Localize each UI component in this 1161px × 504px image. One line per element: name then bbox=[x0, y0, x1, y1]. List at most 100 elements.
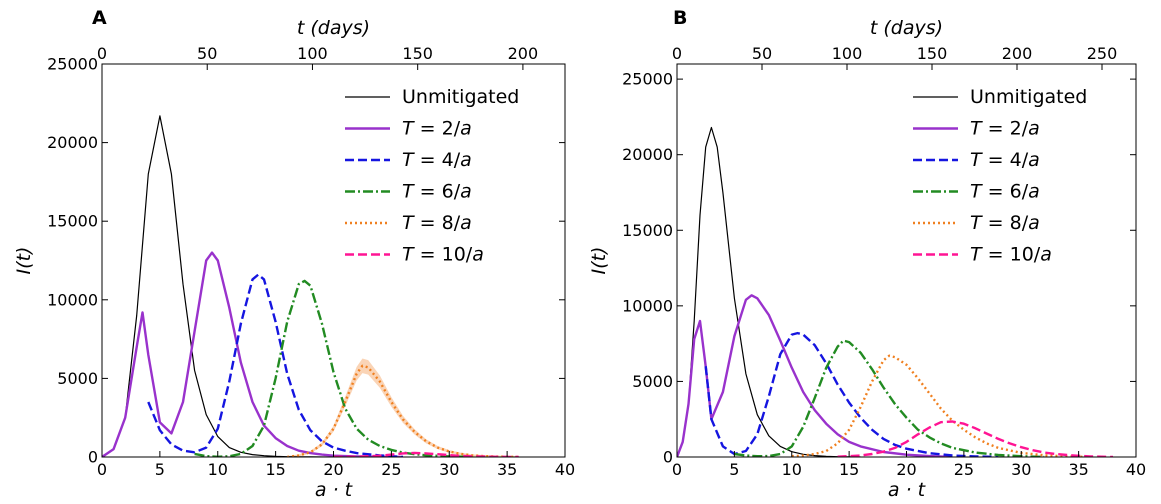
legend-eq: = 4/ bbox=[414, 149, 461, 171]
legend-var: T bbox=[970, 244, 983, 266]
y-axis-label: I(t) bbox=[13, 247, 35, 275]
legend-var: T bbox=[402, 149, 415, 171]
x-tick-label: 0 bbox=[97, 460, 107, 479]
top-x-tick-label: 200 bbox=[508, 44, 539, 63]
legend-var: T bbox=[402, 244, 415, 266]
legend-var: T bbox=[402, 181, 415, 203]
series-line bbox=[704, 331, 999, 457]
y-tick-label: 20000 bbox=[47, 133, 98, 152]
y-tick-label: 20000 bbox=[622, 145, 673, 164]
legend-entry: T = 8/a bbox=[402, 212, 472, 234]
legend-var: a bbox=[460, 181, 472, 203]
legend-var: T bbox=[402, 118, 415, 140]
top-x-tick-label: 50 bbox=[752, 44, 772, 63]
legend-eq: = 8/ bbox=[982, 212, 1029, 234]
y-tick-label: 0 bbox=[88, 448, 98, 467]
top-x-tick-label: 100 bbox=[832, 44, 863, 63]
top-x-axis-label: t (days) bbox=[870, 17, 943, 39]
legend-var: a bbox=[1040, 244, 1052, 266]
legend-entry: T = 6/a bbox=[970, 181, 1040, 203]
y-tick-label: 15000 bbox=[47, 212, 98, 231]
top-x-axis-label: t (days) bbox=[297, 17, 370, 39]
series-line bbox=[677, 126, 861, 457]
legend-entry: T = 4/a bbox=[402, 149, 472, 171]
legend-eq: = 2/ bbox=[982, 118, 1029, 140]
y-tick-label: 5000 bbox=[57, 369, 98, 388]
legend-var: a bbox=[1028, 149, 1040, 171]
x-tick-label: 5 bbox=[729, 460, 739, 479]
series-band bbox=[287, 358, 519, 457]
x-tick-label: 0 bbox=[672, 460, 682, 479]
x-tick-label: 20 bbox=[896, 460, 916, 479]
y-tick-label: 5000 bbox=[632, 372, 673, 391]
legend-var: a bbox=[460, 149, 472, 171]
legend-var: a bbox=[1028, 212, 1040, 234]
legend-entry: T = 10/a bbox=[970, 244, 1052, 266]
top-x-tick-label: 0 bbox=[97, 44, 107, 63]
x-tick-label: 20 bbox=[323, 460, 343, 479]
top-x-tick-label: 0 bbox=[672, 44, 682, 63]
y-tick-label: 10000 bbox=[47, 290, 98, 309]
x-tick-label: 5 bbox=[155, 460, 165, 479]
legend-eq: = 6/ bbox=[982, 181, 1029, 203]
y-tick-label: 0 bbox=[663, 448, 673, 467]
legend-var: a bbox=[1028, 181, 1040, 203]
series-line bbox=[791, 354, 1091, 457]
plot-frame bbox=[676, 63, 1137, 458]
series-line bbox=[102, 251, 403, 457]
series-line bbox=[147, 273, 403, 457]
x-tick-label: 35 bbox=[497, 460, 517, 479]
legend-var: a bbox=[472, 244, 484, 266]
x-tick-label: 40 bbox=[555, 460, 575, 479]
x-tick-label: 25 bbox=[381, 460, 401, 479]
y-tick-label: 15000 bbox=[622, 221, 673, 240]
series-line bbox=[837, 420, 1114, 457]
legend-var: T bbox=[970, 118, 983, 140]
panel-b: 0 5 10 15 20 25 30 35 40050001000015000200002500… bbox=[588, 7, 1146, 501]
legend-entry: T = 2/a bbox=[970, 118, 1040, 140]
x-tick-label: 10 bbox=[208, 460, 228, 479]
legend-var: T bbox=[970, 181, 983, 203]
top-x-tick-label: 100 bbox=[297, 44, 328, 63]
legend-eq: = 6/ bbox=[414, 181, 461, 203]
panel-label: B bbox=[673, 7, 687, 29]
x-tick-label: 15 bbox=[839, 460, 859, 479]
x-tick-label: 35 bbox=[1068, 460, 1088, 479]
top-x-tick-label: 150 bbox=[917, 44, 948, 63]
legend-entry: T = 6/a bbox=[402, 181, 472, 203]
x-tick-label: 40 bbox=[1126, 460, 1146, 479]
legend-var: a bbox=[460, 212, 472, 234]
legend-entry: T = 4/a bbox=[970, 149, 1040, 171]
legend-entry: Unmitigated bbox=[402, 86, 519, 108]
y-axis-label: I(t) bbox=[588, 247, 610, 275]
panel-a: 0 5 10 15 20 25 30 35 40 0 5000 10000 15000 20000 2500… bbox=[13, 7, 575, 501]
y-tick-label: 25000 bbox=[47, 55, 98, 74]
top-x-tick-label: 200 bbox=[1002, 44, 1033, 63]
y-tick-label: 10000 bbox=[622, 296, 673, 315]
series-line bbox=[677, 294, 953, 457]
legend-var: T bbox=[402, 212, 415, 234]
legend-entry: T = 8/a bbox=[970, 212, 1040, 234]
legend-eq: = 8/ bbox=[414, 212, 461, 234]
series-line bbox=[734, 339, 1045, 457]
legend-eq: = 10/ bbox=[982, 244, 1041, 266]
top-x-tick-label: 50 bbox=[197, 44, 217, 63]
legend-entry: T = 2/a bbox=[402, 118, 472, 140]
x-axis-label: a · t bbox=[315, 479, 354, 501]
legend-eq: = 10/ bbox=[414, 244, 473, 266]
series-line bbox=[333, 451, 519, 457]
x-tick-label: 30 bbox=[1011, 460, 1031, 479]
legend-eq: = 2/ bbox=[414, 118, 461, 140]
x-tick-label: 25 bbox=[954, 460, 974, 479]
legend-var: T bbox=[970, 212, 983, 234]
x-tick-label: 10 bbox=[782, 460, 802, 479]
legend-var: a bbox=[460, 118, 472, 140]
legend-var: T bbox=[970, 149, 983, 171]
legend-entry: Unmitigated bbox=[970, 86, 1087, 108]
x-tick-label: 15 bbox=[265, 460, 285, 479]
plot-frame bbox=[101, 63, 566, 458]
panel-label: A bbox=[92, 7, 107, 29]
x-axis-label: a · t bbox=[888, 479, 927, 501]
legend-eq: = 4/ bbox=[982, 149, 1029, 171]
x-tick-label: 30 bbox=[439, 460, 459, 479]
